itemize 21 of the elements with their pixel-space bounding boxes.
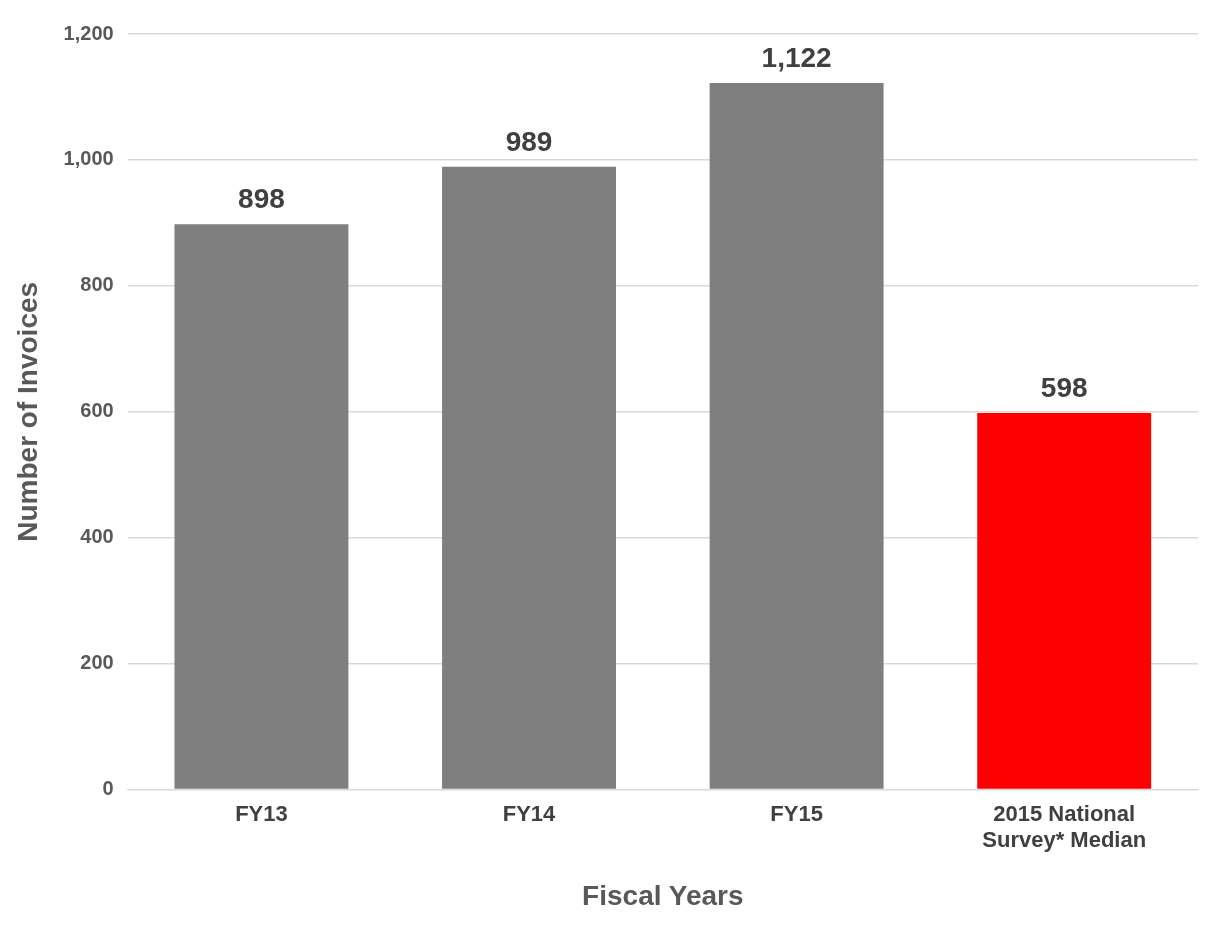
x-tick-label: FY13 — [235, 800, 288, 826]
data-label: 1,122 — [761, 41, 832, 73]
y-tick-label: 0 — [102, 777, 114, 800]
data-label: 598 — [1040, 371, 1088, 403]
y-axis-title: Number of Invoices — [11, 281, 43, 542]
bar — [709, 83, 884, 789]
bar — [442, 166, 616, 789]
data-label: 989 — [505, 125, 553, 157]
bar — [977, 413, 1152, 789]
y-tick-label: 400 — [80, 525, 114, 548]
x-tick-label: 2015 National Survey* Median — [982, 800, 1147, 853]
y-tick-label: 1,200 — [63, 21, 114, 44]
bar — [174, 224, 349, 789]
data-label: 898 — [238, 182, 285, 214]
y-tick-label: 600 — [80, 399, 114, 422]
x-tick-label: FY14 — [502, 800, 557, 826]
y-tick-label: 1,000 — [63, 147, 114, 170]
y-tick-label: 800 — [80, 273, 114, 296]
y-tick-label: 200 — [80, 651, 114, 674]
x-tick-label: FY15 — [770, 800, 823, 826]
x-axis-title: Fiscal Years — [582, 879, 744, 911]
